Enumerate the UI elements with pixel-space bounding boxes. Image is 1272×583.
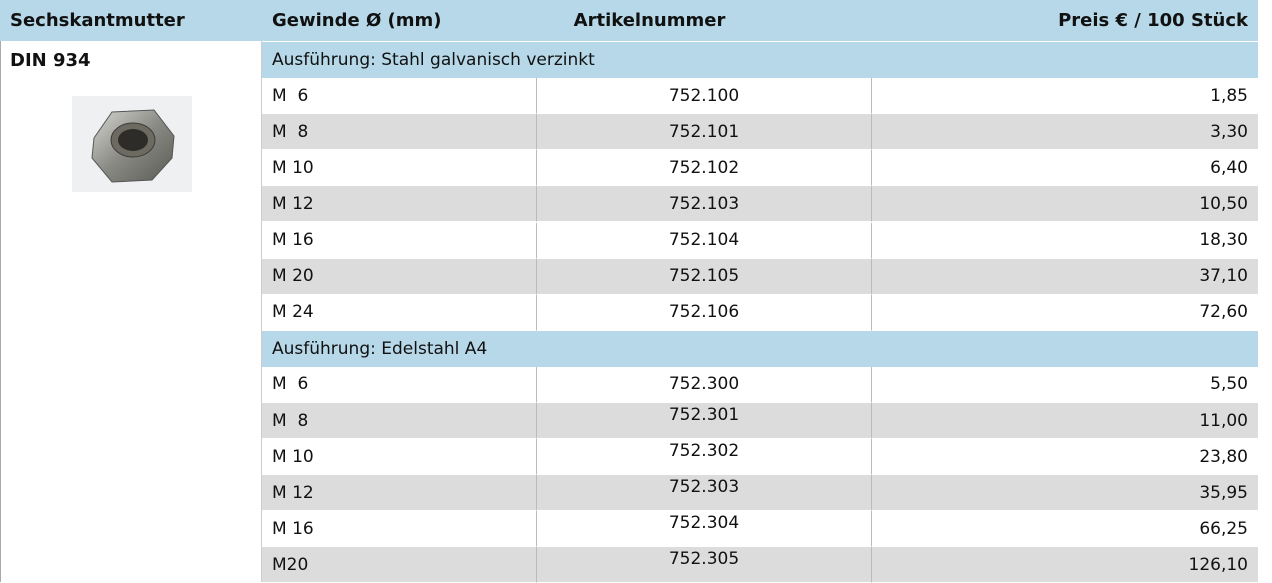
- thread-size: M 24: [262, 295, 537, 331]
- thread-size: M 8: [262, 114, 537, 150]
- article-number: 752.301: [537, 403, 872, 439]
- thread-size: M 8: [262, 403, 537, 439]
- article-number: 752.104: [537, 223, 872, 259]
- article-number: 752.300: [537, 367, 872, 403]
- thread-size: M 16: [262, 511, 537, 547]
- header-cell: Gewinde Ø (mm): [262, 0, 537, 41]
- article-number: 752.305: [537, 547, 872, 583]
- price: 5,50: [872, 367, 1258, 403]
- article-number: 752.105: [537, 259, 872, 295]
- article-number: 752.302: [537, 439, 872, 475]
- thread-size: M 6: [262, 367, 537, 403]
- price: 6,40: [872, 150, 1258, 186]
- article-number: 752.304: [537, 511, 872, 547]
- price-table: SechskantmutterGewinde Ø (mm)Artikelnumm…: [0, 0, 1272, 582]
- thread-size: M 10: [262, 150, 537, 186]
- price: 66,25: [872, 511, 1258, 547]
- article-number: 752.103: [537, 186, 872, 222]
- article-number: 752.303: [537, 475, 872, 511]
- price: 3,30: [872, 114, 1258, 150]
- header-cell: Sechskantmutter: [0, 0, 262, 41]
- product-column: [0, 41, 262, 582]
- section-title: Ausführung: Edelstahl A4: [262, 331, 1258, 367]
- price: 72,60: [872, 295, 1258, 331]
- product-standard: DIN 934: [0, 42, 262, 78]
- thread-size: M 6: [262, 78, 537, 114]
- thread-size: M 10: [262, 439, 537, 475]
- price: 23,80: [872, 439, 1258, 475]
- price: 1,85: [872, 78, 1258, 114]
- thread-size: M 16: [262, 223, 537, 259]
- header-cell: Preis € / 100 Stück: [872, 0, 1258, 41]
- thread-size: M20: [262, 547, 537, 583]
- price: 126,10: [872, 547, 1258, 583]
- price: 18,30: [872, 223, 1258, 259]
- thread-size: M 20: [262, 259, 537, 295]
- article-number: 752.102: [537, 150, 872, 186]
- price: 11,00: [872, 403, 1258, 439]
- article-number: 752.106: [537, 295, 872, 331]
- thread-size: M 12: [262, 475, 537, 511]
- header-cell: Artikelnummer: [537, 0, 872, 41]
- section-title: Ausführung: Stahl galvanisch verzinkt: [262, 42, 1258, 78]
- article-number: 752.100: [537, 78, 872, 114]
- price: 37,10: [872, 259, 1258, 295]
- article-number: 752.101: [537, 114, 872, 150]
- price: 35,95: [872, 475, 1258, 511]
- price: 10,50: [872, 186, 1258, 222]
- thread-size: M 12: [262, 186, 537, 222]
